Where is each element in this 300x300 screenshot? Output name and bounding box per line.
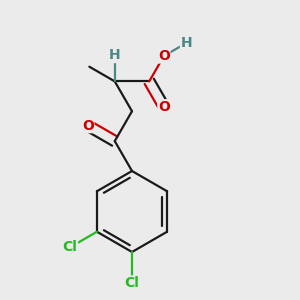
Text: H: H bbox=[181, 36, 192, 50]
Text: H: H bbox=[109, 49, 121, 62]
Text: O: O bbox=[158, 49, 170, 63]
Text: O: O bbox=[82, 118, 94, 133]
Text: Cl: Cl bbox=[124, 276, 140, 290]
Text: Cl: Cl bbox=[63, 240, 77, 254]
Text: O: O bbox=[158, 100, 170, 114]
